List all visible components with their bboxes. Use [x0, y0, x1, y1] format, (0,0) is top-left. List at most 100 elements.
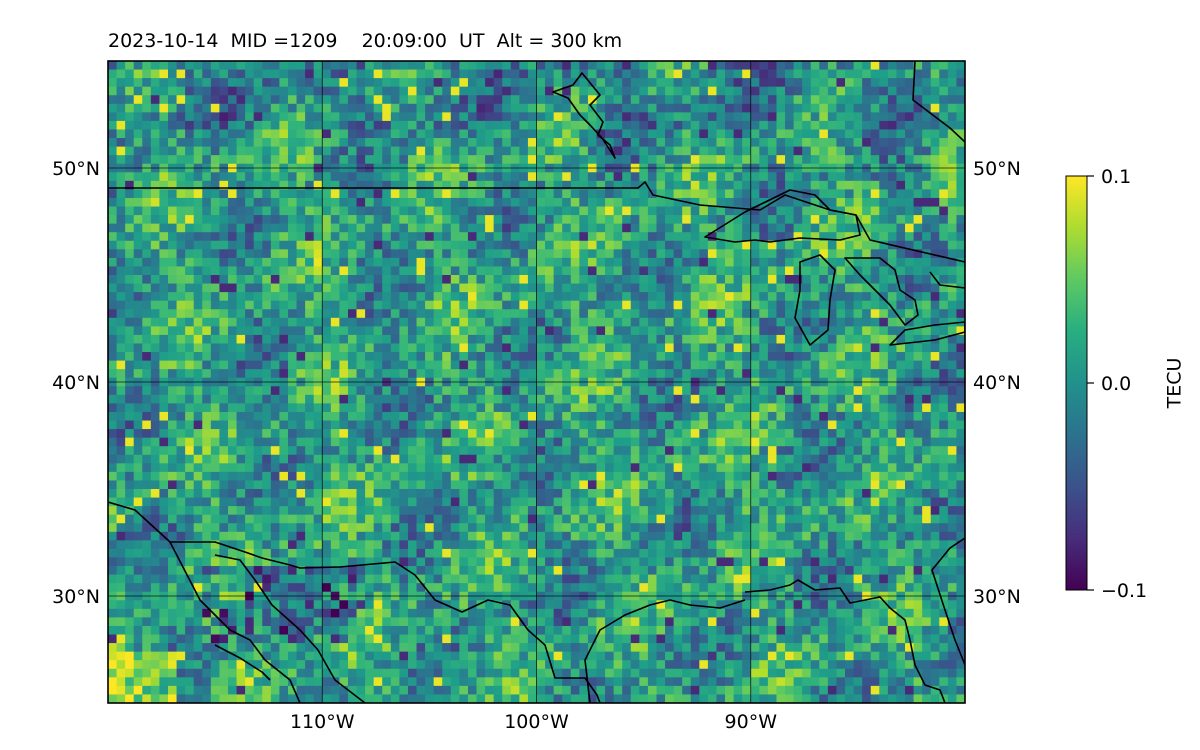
heatmap-cell: [793, 334, 803, 345]
heatmap-cell: [210, 249, 221, 259]
heatmap-cell: [742, 360, 752, 370]
heatmap-cell: [185, 146, 195, 156]
heatmap-cell: [330, 103, 340, 113]
heatmap-cell: [639, 386, 649, 396]
heatmap-cell: [279, 69, 289, 79]
heatmap-cell: [913, 206, 923, 216]
heatmap-cell: [913, 369, 923, 379]
heatmap-cell: [339, 300, 349, 310]
heatmap-cell: [930, 352, 940, 362]
heatmap-cell: [879, 343, 889, 353]
heatmap-cell: [313, 112, 323, 122]
heatmap-cell: [382, 129, 392, 139]
heatmap-cell: [365, 394, 375, 404]
heatmap-cell: [536, 249, 546, 259]
heatmap-cell: [733, 189, 743, 199]
heatmap-cell: [767, 446, 778, 456]
heatmap-cell: [759, 266, 769, 276]
heatmap-cell: [759, 249, 769, 259]
heatmap-cell: [125, 446, 135, 456]
heatmap-cell: [245, 103, 255, 113]
heatmap-cell: [947, 420, 958, 430]
heatmap-cell: [853, 352, 863, 362]
heatmap-cell: [502, 223, 512, 233]
heatmap-cell: [450, 394, 460, 404]
heatmap-cell: [630, 103, 640, 113]
heatmap-cell: [433, 120, 443, 131]
heatmap-cell: [108, 352, 118, 362]
heatmap-cell: [947, 257, 958, 268]
heatmap-cell: [142, 78, 152, 88]
heatmap-cell: [365, 103, 375, 113]
heatmap-cell: [673, 129, 683, 139]
heatmap-cell: [185, 283, 195, 293]
heatmap-cell: [587, 112, 598, 122]
heatmap-cell: [913, 317, 923, 327]
heatmap-cell: [245, 369, 255, 379]
heatmap-cell: [750, 61, 760, 71]
heatmap-cell: [673, 386, 683, 396]
heatmap-cell: [930, 78, 940, 88]
heatmap-cell: [639, 352, 649, 362]
heatmap-cell: [579, 146, 589, 156]
heatmap-cell: [476, 309, 486, 319]
heatmap-cell: [322, 360, 332, 370]
heatmap-cell: [579, 189, 589, 199]
heatmap-cell: [459, 197, 469, 208]
heatmap-cell: [879, 266, 889, 276]
heatmap-cell: [202, 138, 212, 148]
heatmap-cell: [416, 197, 426, 208]
heatmap-cell: [596, 155, 606, 165]
heatmap-cell: [433, 463, 443, 473]
heatmap-cell: [262, 172, 272, 182]
heatmap-cell: [767, 120, 778, 131]
heatmap-cell: [193, 309, 203, 319]
heatmap-cell: [656, 223, 666, 233]
heatmap-cell: [750, 206, 760, 216]
heatmap-cell: [639, 463, 649, 473]
heatmap-cell: [527, 138, 538, 148]
heatmap-cell: [176, 249, 186, 259]
heatmap-cell: [690, 471, 700, 482]
heatmap-cell: [750, 480, 760, 490]
heatmap-cell: [947, 95, 958, 105]
heatmap-cell: [819, 283, 829, 293]
heatmap-cell: [450, 343, 460, 353]
heatmap-cell: [639, 471, 649, 482]
heatmap-cell: [905, 120, 915, 131]
heatmap-cell: [810, 257, 820, 268]
heatmap-cell: [785, 86, 795, 96]
heatmap-cell: [485, 334, 495, 345]
heatmap-cell: [699, 463, 709, 473]
heatmap-cell: [227, 454, 238, 464]
heatmap-cell: [879, 463, 889, 473]
heatmap-cell: [587, 309, 598, 319]
heatmap-cell: [613, 471, 623, 482]
heatmap-cell: [279, 172, 289, 182]
heatmap-cell: [159, 240, 169, 250]
heatmap-cell: [776, 275, 786, 285]
heatmap-cell: [365, 411, 375, 422]
heatmap-cell: [742, 232, 752, 242]
heatmap-cell: [767, 266, 778, 276]
heatmap-cell: [502, 446, 512, 456]
heatmap-cell: [459, 206, 469, 216]
heatmap-cell: [905, 343, 915, 353]
heatmap-cell: [939, 437, 949, 447]
heatmap-cell: [519, 480, 529, 490]
heatmap-cell: [827, 69, 838, 79]
heatmap-cell: [467, 180, 478, 190]
heatmap-cell: [313, 463, 323, 473]
heatmap-cell: [442, 411, 452, 422]
heatmap-cell: [339, 403, 349, 413]
heatmap-cell: [793, 471, 803, 482]
heatmap-cell: [562, 223, 572, 233]
heatmap-cell: [485, 69, 495, 79]
heatmap-cell: [502, 78, 512, 88]
heatmap-cell: [879, 334, 889, 345]
heatmap-cell: [699, 334, 709, 345]
heatmap-cell: [527, 454, 538, 464]
heatmap-cell: [587, 352, 598, 362]
heatmap-cell: [570, 138, 580, 148]
heatmap-cell: [527, 334, 538, 345]
